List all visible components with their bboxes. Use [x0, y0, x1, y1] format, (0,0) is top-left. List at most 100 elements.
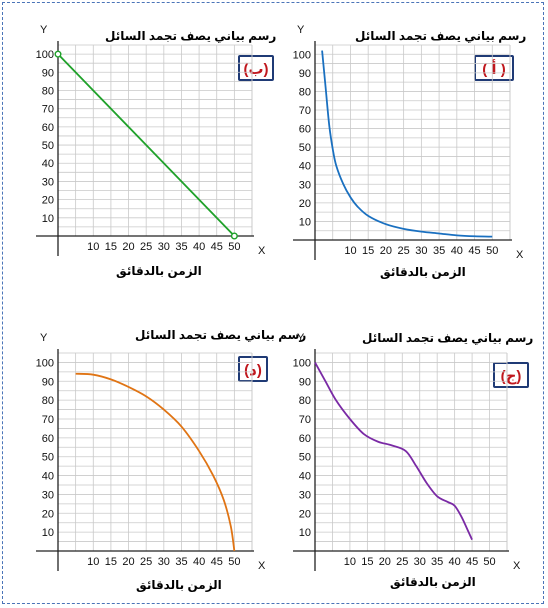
x-tick-label: 35	[175, 241, 187, 253]
y-tick-label: 90	[299, 68, 311, 80]
x-tick-label: 10	[87, 556, 99, 568]
y-tick-label: 10	[42, 527, 54, 539]
y-tick-label: 80	[299, 395, 311, 407]
y-tick-label: 20	[299, 508, 311, 520]
x-tick-label: 45	[466, 556, 478, 568]
x-axis-label: الزمن بالدقائق	[136, 578, 222, 592]
x-axis-letter: X	[258, 560, 266, 572]
x-tick-label: 15	[362, 245, 374, 257]
x-tick-label: 15	[105, 241, 117, 253]
y-tick-label: 30	[42, 489, 54, 501]
chart-title: رسم بياني يصف تجمد السائل	[105, 29, 277, 43]
series-line	[57, 53, 236, 237]
x-tick-label: 45	[468, 245, 480, 257]
chart-panel-b: رسم بياني يصف تجمد السائل (ب) الزمن بالد…	[0, 0, 277, 300]
x-axis-letter: X	[516, 249, 524, 261]
x-tick-label: 45	[211, 241, 223, 253]
x-axis-label: الزمن بالدقائق	[116, 264, 202, 278]
figure-frame	[2, 2, 544, 604]
y-tick-label: 30	[42, 176, 54, 188]
chart-title: رسم بياني يصف تجمد السائل	[362, 331, 534, 345]
chart-title: رسم بياني يصف تجمد السائل	[355, 29, 527, 43]
x-tick-label: 50	[228, 556, 240, 568]
x-tick-label: 10	[344, 245, 356, 257]
y-tick-label: 10	[42, 213, 54, 225]
y-tick-label: 40	[42, 471, 54, 483]
x-tick-label: 50	[483, 556, 495, 568]
x-tick-label: 20	[122, 241, 134, 253]
y-tick-label: 100	[36, 49, 54, 61]
chart-badge: ( أ )	[474, 55, 514, 81]
y-axis-letter: Y	[297, 332, 305, 344]
data-point	[230, 232, 238, 240]
chart-title: رسم بياني يصف تجمد السائل	[135, 328, 307, 342]
y-tick-label: 50	[299, 452, 311, 464]
y-tick-label: 80	[42, 85, 54, 97]
x-tick-label: 50	[486, 245, 498, 257]
y-tick-label: 10	[299, 216, 311, 228]
y-tick-label: 30	[299, 489, 311, 501]
chart-panel-a: رسم بياني يصف تجمد السائل ( أ ) الزمن با…	[0, 0, 548, 300]
y-tick-label: 90	[42, 376, 54, 388]
x-tick-label: 45	[211, 556, 223, 568]
y-tick-label: 60	[299, 433, 311, 445]
x-tick-label: 50	[228, 241, 240, 253]
y-tick-label: 70	[42, 104, 54, 116]
x-tick-label: 35	[431, 556, 443, 568]
x-tick-label: 30	[415, 245, 427, 257]
x-tick-label: 25	[140, 241, 152, 253]
y-tick-label: 40	[42, 158, 54, 170]
x-tick-label: 40	[449, 556, 461, 568]
x-tick-label: 20	[379, 556, 391, 568]
x-axis-letter: X	[258, 245, 266, 257]
y-tick-label: 80	[299, 86, 311, 98]
y-tick-label: 80	[42, 395, 54, 407]
y-tick-label: 40	[299, 161, 311, 173]
x-tick-label: 15	[105, 556, 117, 568]
y-tick-label: 100	[293, 357, 311, 369]
y-tick-label: 100	[293, 49, 311, 61]
y-tick-label: 20	[42, 195, 54, 207]
x-tick-label: 35	[433, 245, 445, 257]
x-tick-label: 40	[451, 245, 463, 257]
x-tick-label: 10	[344, 556, 356, 568]
x-tick-label: 20	[122, 556, 134, 568]
y-axis-letter: Y	[40, 332, 48, 344]
y-tick-label: 20	[42, 508, 54, 520]
series-line	[321, 50, 493, 238]
x-tick-label: 15	[361, 556, 373, 568]
chart-badge: (د)	[238, 356, 268, 382]
y-tick-label: 70	[299, 414, 311, 426]
x-tick-label: 20	[380, 245, 392, 257]
x-tick-label: 40	[193, 241, 205, 253]
x-tick-label: 35	[175, 556, 187, 568]
y-tick-label: 90	[42, 67, 54, 79]
x-axis-label: الزمن بالدقائق	[380, 265, 466, 279]
data-point	[54, 50, 62, 58]
x-tick-label: 25	[398, 245, 410, 257]
x-tick-label: 25	[140, 556, 152, 568]
x-axis-label: الزمن بالدقائق	[390, 575, 476, 589]
x-tick-label: 40	[193, 556, 205, 568]
y-axis-letter: Y	[297, 24, 305, 36]
x-tick-label: 25	[396, 556, 408, 568]
series-line	[75, 372, 236, 552]
y-tick-label: 20	[299, 198, 311, 210]
y-tick-label: 70	[42, 414, 54, 426]
x-axis-letter: X	[513, 560, 521, 572]
y-tick-label: 10	[299, 527, 311, 539]
chart-badge: (ج)	[493, 362, 529, 388]
y-tick-label: 30	[299, 179, 311, 191]
y-tick-label: 70	[299, 105, 311, 117]
x-tick-label: 30	[414, 556, 426, 568]
y-tick-label: 40	[299, 471, 311, 483]
y-tick-label: 50	[299, 142, 311, 154]
y-tick-label: 60	[42, 122, 54, 134]
y-tick-label: 90	[299, 376, 311, 388]
x-tick-label: 30	[158, 241, 170, 253]
y-axis-letter: Y	[40, 24, 48, 36]
y-tick-label: 50	[42, 140, 54, 152]
x-tick-label: 30	[158, 556, 170, 568]
